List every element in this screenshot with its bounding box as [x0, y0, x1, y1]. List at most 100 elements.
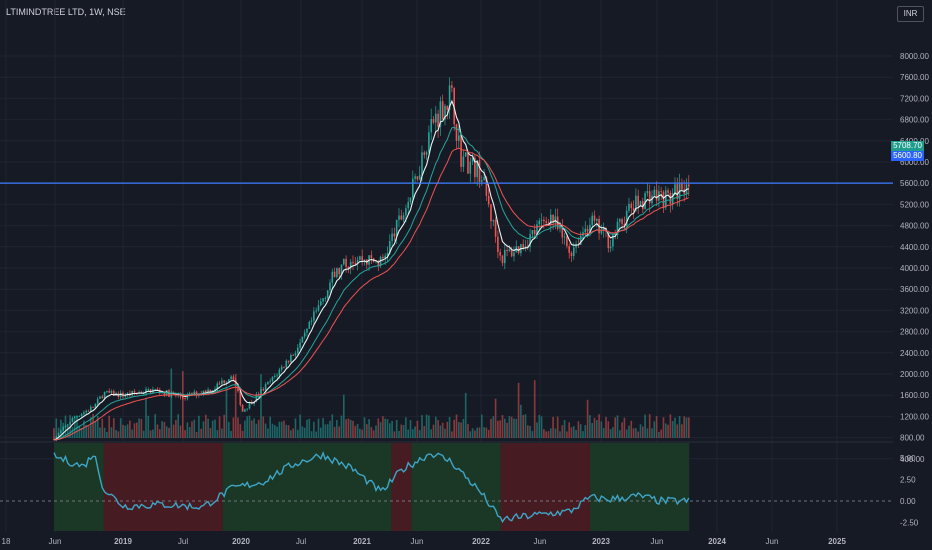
- volume-bar: [156, 424, 159, 438]
- candle-body: [382, 256, 384, 259]
- volume-bar: [207, 418, 209, 438]
- candle-body: [264, 384, 267, 391]
- candle-body: [322, 298, 324, 302]
- volume-bar: [191, 421, 193, 438]
- candle-body: [595, 218, 598, 221]
- candle-body: [232, 376, 235, 380]
- moving-averages: [53, 99, 689, 441]
- volume-bar: [644, 414, 646, 438]
- candle-body: [575, 244, 577, 248]
- volume-bar: [554, 428, 557, 438]
- volume-bar: [218, 416, 221, 438]
- volume-bar: [448, 416, 451, 438]
- candle-body: [64, 425, 67, 428]
- volume-bar: [338, 426, 340, 438]
- volume-bar: [354, 425, 357, 438]
- volume-bar: [138, 418, 140, 438]
- volume-bar: [492, 416, 495, 438]
- zone-down: [500, 443, 590, 531]
- candle-body: [370, 255, 373, 259]
- volume-bar: [135, 422, 138, 438]
- volume-bar: [386, 419, 389, 438]
- candle-body: [361, 256, 363, 262]
- time-axis-labels: 18 Jun 2019 Jul 2020 Jul 2021 Jun 2022 Jun 2023 Jun…: [2, 537, 847, 546]
- candle-body: [487, 195, 490, 205]
- volume-bar: [494, 398, 497, 438]
- time-tick-label: 2021: [353, 537, 371, 546]
- volume-bar: [177, 414, 179, 438]
- volume-bar: [577, 421, 580, 438]
- volume-bar: [395, 419, 398, 438]
- volume-bar: [414, 426, 416, 438]
- candle-body: [303, 332, 306, 337]
- candle-body: [407, 202, 409, 209]
- candle-body: [674, 184, 676, 194]
- candle-body: [402, 215, 405, 220]
- price-tick-label: 6000.00: [900, 158, 929, 167]
- volume-bar: [129, 420, 131, 438]
- volume-bar: [85, 424, 87, 438]
- candle-body: [457, 135, 460, 141]
- currency-button[interactable]: INR: [897, 6, 924, 22]
- volume-bar: [349, 419, 352, 438]
- candle-body: [110, 391, 113, 393]
- candle-body: [393, 233, 396, 237]
- volume-bar: [589, 415, 591, 438]
- volume-bar: [529, 425, 531, 438]
- price-tick-label: 5600.00: [900, 179, 929, 188]
- volume-bar: [170, 368, 173, 438]
- volume-bar: [175, 420, 177, 438]
- candle-body: [497, 236, 499, 252]
- candle-body: [522, 244, 524, 249]
- candle-body: [660, 191, 662, 193]
- candle-body: [112, 391, 115, 396]
- candle-body: [618, 219, 621, 222]
- candle-body: [209, 389, 212, 393]
- volume-bar: [66, 426, 69, 438]
- volume-bar: [687, 417, 690, 438]
- volume-bar: [501, 415, 504, 438]
- candle-body: [536, 224, 538, 235]
- candle-body: [444, 105, 446, 120]
- candle-body: [549, 214, 552, 226]
- price-tick-label: 3200.00: [900, 306, 929, 315]
- volume-bar: [646, 428, 649, 438]
- candle-body: [637, 195, 639, 206]
- candle-body: [60, 430, 62, 434]
- candle-body: [108, 390, 110, 393]
- volume-bar: [451, 431, 453, 438]
- candle-body: [646, 191, 649, 194]
- volume-bar: [533, 380, 536, 438]
- price-tick-label: 2400.00: [900, 349, 929, 358]
- volume-bar: [342, 394, 345, 438]
- price-tick-label: 7200.00: [900, 94, 929, 103]
- volume-bar: [55, 418, 58, 438]
- volume-bar: [593, 417, 596, 438]
- volume-bar: [152, 429, 154, 438]
- candle-body: [267, 381, 269, 385]
- volume-bar: [336, 420, 338, 438]
- price-tick-label: 4400.00: [900, 243, 929, 252]
- candle-body: [623, 223, 626, 226]
- candle-body: [96, 398, 99, 404]
- volume-bar: [317, 418, 320, 438]
- volume-bar: [246, 416, 248, 438]
- time-tick-label: Jun: [411, 537, 424, 546]
- candle-body: [667, 190, 669, 193]
- volume-bar: [363, 417, 366, 438]
- volume-bar: [460, 422, 462, 438]
- candle-body: [531, 229, 534, 235]
- volume-bar: [621, 422, 623, 438]
- candle-body: [446, 105, 449, 110]
- volume-bar: [124, 425, 127, 438]
- volume-bar: [522, 414, 524, 438]
- volume-bar: [179, 425, 182, 438]
- volume-bar: [602, 427, 605, 438]
- volume-bar: [586, 399, 589, 438]
- volume-bar: [147, 415, 150, 438]
- candle-body: [416, 176, 419, 180]
- candle-body: [246, 408, 248, 410]
- volume-bar: [285, 424, 288, 438]
- volume-bar: [469, 431, 472, 438]
